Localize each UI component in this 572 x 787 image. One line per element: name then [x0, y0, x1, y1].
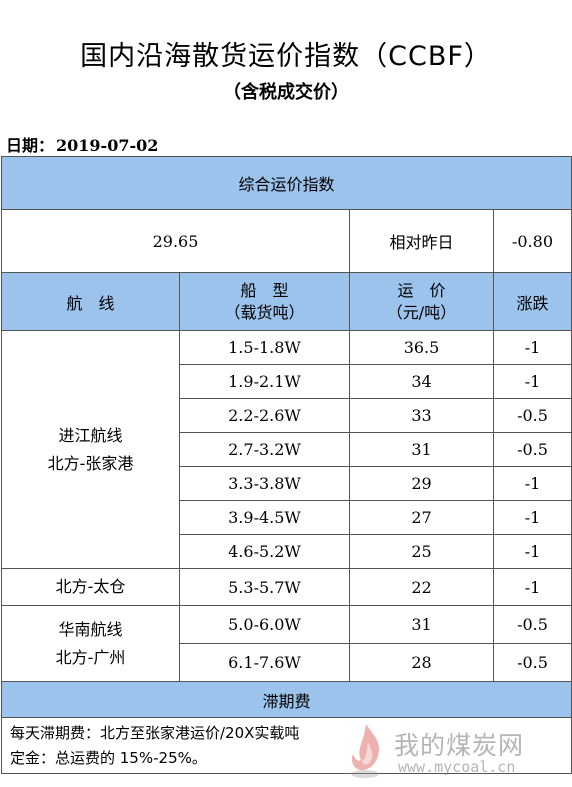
- freight-index-table: 综合运价指数 29.65 相对昨日 -0.80 航 线 船 型 （载货吨） 运 …: [0, 156, 572, 774]
- column-header-ship-type: 船 型 （载货吨）: [179, 272, 350, 331]
- date-line: 日期： 2019-07-02: [6, 132, 158, 156]
- ship-type-cell: 1.5-1.8W: [179, 330, 350, 365]
- demurrage-note: 每天滞期费：北方至张家港运价/20X实载吨 定金：总运费的 15%-25%。: [0, 717, 572, 774]
- column-header-route: 航 线: [1, 272, 180, 331]
- date-label: 日期：: [6, 136, 55, 155]
- change-cell: -0.5: [492, 605, 572, 644]
- page-subtitle: （含税成交价）: [223, 82, 349, 103]
- rate-cell: 22: [349, 568, 494, 606]
- table-row: 4.6-5.2W 25 -1: [2, 534, 572, 569]
- change-cell: -1: [492, 364, 572, 399]
- route-detail: 北方-广州: [55, 647, 126, 667]
- ship-type-cell: 3.3-3.8W: [179, 466, 350, 501]
- table-row: 6.1-7.6W 28 -0.5: [2, 643, 572, 682]
- rate-cell: 31: [349, 432, 494, 467]
- rate-cell: 25: [349, 534, 494, 569]
- table-row: 1.9-2.1W 34 -1: [2, 364, 572, 399]
- change-cell: -0.5: [492, 398, 572, 433]
- ship-type-label: 船 型: [240, 280, 289, 300]
- table-row: 3.9-4.5W 27 -1: [2, 500, 572, 535]
- ship-type-unit: （载货吨）: [224, 302, 305, 322]
- change-cell: -1: [492, 330, 572, 365]
- route-cell: 华南航线 北方-广州: [1, 605, 180, 682]
- table-row: 3.3-3.8W 29 -1: [2, 466, 572, 501]
- column-header-row: 航 线 船 型 （载货吨） 运 价 （元/吨） 涨跌: [1, 272, 572, 331]
- ship-type-cell: 4.6-5.2W: [179, 534, 350, 569]
- demurrage-header-row: 滞期费: [0, 681, 572, 718]
- rate-label: 运 价: [397, 280, 446, 300]
- table-row: 北方-太仓 5.3-5.7W 22 -1: [1, 568, 572, 606]
- composite-header-row: 综合运价指数: [0, 156, 572, 210]
- deposit-rule: 定金：总运费的 15%-25%。: [10, 748, 207, 767]
- change-cell: -0.5: [492, 643, 572, 682]
- rate-cell: 34: [349, 364, 494, 399]
- table-row: 2.2-2.6W 33 -0.5: [2, 398, 572, 433]
- rate-cell: 33: [349, 398, 494, 433]
- table-row: 进江航线 北方-张家港 1.5-1.8W 36.5 -1: [1, 330, 572, 569]
- rate-unit: （元/吨）: [386, 302, 457, 322]
- ship-type-cell: 3.9-4.5W: [179, 500, 350, 535]
- change-cell: -1: [492, 500, 572, 535]
- rate-cell: 36.5: [349, 330, 494, 365]
- rate-cell: 31: [349, 605, 494, 644]
- rate-cell: 29: [349, 466, 494, 501]
- route-cell: 进江航线 北方-张家港: [1, 330, 180, 569]
- change-label: 相对昨日: [349, 209, 494, 273]
- rate-cell: 27: [349, 500, 494, 535]
- column-header-change: 涨跌: [492, 272, 572, 331]
- rate-cell: 28: [349, 643, 494, 682]
- table-row: 2.7-3.2W 31 -0.5: [2, 432, 572, 467]
- table-row: 华南航线 北方-广州 5.0-6.0W 31 -0.5: [1, 605, 572, 682]
- route-name: 北方-太仓: [55, 577, 126, 596]
- ship-type-cell: 5.0-6.0W: [179, 605, 350, 644]
- change-cell: -0.5: [492, 432, 572, 467]
- route-cell: 北方-太仓: [1, 568, 180, 606]
- composite-index-header: 综合运价指数: [0, 156, 572, 210]
- route-name: 进江航线: [58, 425, 123, 445]
- route-name: 华南航线: [58, 619, 123, 639]
- ship-type-cell: 1.9-2.1W: [179, 364, 350, 399]
- column-header-rate: 运 价 （元/吨）: [349, 272, 494, 331]
- demurrage-note-row: 每天滞期费：北方至张家港运价/20X实载吨 定金：总运费的 15%-25%。: [0, 717, 572, 774]
- change-cell: -1: [492, 568, 572, 606]
- route-detail: 北方-张家港: [47, 453, 134, 473]
- change-value: -0.80: [492, 209, 572, 273]
- change-cell: -1: [492, 534, 572, 569]
- date-value: 2019-07-02: [56, 136, 159, 155]
- demurrage-header: 滞期费: [0, 681, 572, 718]
- ship-type-cell: 2.7-3.2W: [179, 432, 350, 467]
- ship-type-cell: 5.3-5.7W: [179, 568, 350, 606]
- change-cell: -1: [492, 466, 572, 501]
- page-title: 国内沿海散货运价指数（CCBF）: [80, 41, 492, 72]
- ship-type-cell: 2.2-2.6W: [179, 398, 350, 433]
- demurrage-rule: 每天滞期费：北方至张家港运价/20X实载吨: [10, 723, 300, 742]
- composite-index-value: 29.65: [1, 209, 350, 273]
- composite-value-row: 29.65 相对昨日 -0.80: [1, 209, 572, 273]
- ship-type-cell: 6.1-7.6W: [179, 643, 350, 682]
